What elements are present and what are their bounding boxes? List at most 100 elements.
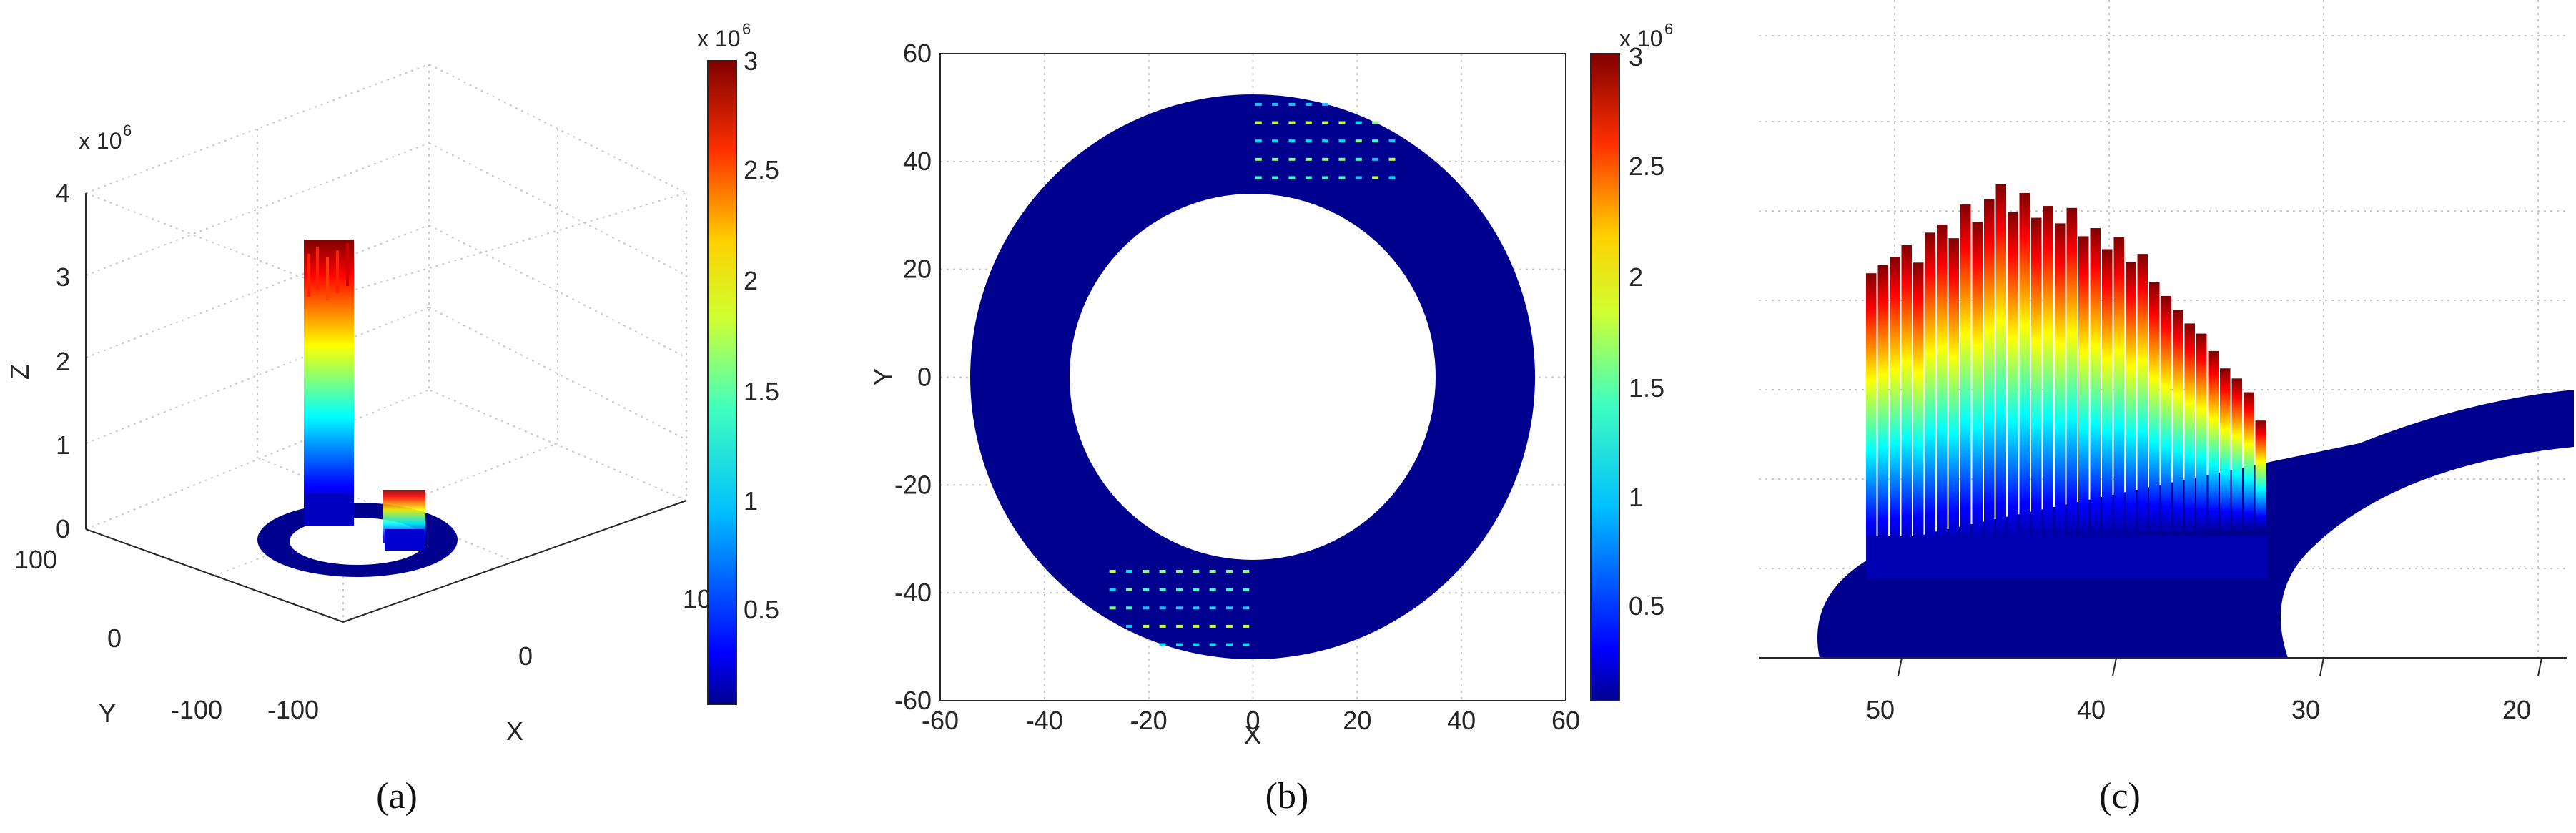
a-ztick-2: 2 <box>56 347 70 376</box>
a-cbar-top: 3 <box>744 46 758 76</box>
b-cbar-exponent-power: 6 <box>1664 20 1673 38</box>
b-cbar-exponent: x 10 <box>1619 26 1662 51</box>
b-hotspot-mark <box>1388 176 1396 179</box>
b-xtick: 0 <box>1245 706 1260 735</box>
c-spike <box>2019 193 2030 547</box>
b-hotspot-mark <box>1243 570 1250 573</box>
panel-c-xticks: 50 40 30 20 <box>1866 657 2542 724</box>
b-hotspot-mark <box>1175 606 1183 610</box>
a-z-exponent-power: 6 <box>123 122 132 139</box>
b-hotspot-mark <box>1175 643 1183 646</box>
c-spike <box>2113 237 2124 541</box>
b-xtick: 20 <box>1343 706 1371 735</box>
panel-c: 50 40 30 20 (c) <box>1759 0 2574 817</box>
b-hotspot-mark <box>1305 102 1312 106</box>
c-xtick-20: 20 <box>2502 695 2531 724</box>
panel-c-spikes <box>1866 184 2267 579</box>
c-spike <box>2137 254 2148 538</box>
b-cbar-top: 3 <box>1629 42 1643 72</box>
b-hotspot-mark <box>1225 588 1233 591</box>
c-spike <box>1890 257 1900 556</box>
b-hotspot-mark <box>1225 643 1233 646</box>
b-hotspot-mark <box>1388 139 1396 143</box>
b-hotspot-mark <box>1272 102 1279 106</box>
b-hotspot-mark <box>1372 121 1379 124</box>
a-z-exponent: x 10 <box>79 128 122 154</box>
b-hotspot-mark <box>1159 606 1166 610</box>
a-cbar-exponent-power: 6 <box>742 20 751 38</box>
b-hotspot-mark <box>1272 121 1279 124</box>
panel-b: -60 -40 -20 0 20 40 60 -60 -40 -20 0 20 40 60 X Y x … <box>869 20 1673 817</box>
b-xtick: -20 <box>1130 706 1168 735</box>
a-ztick-1: 1 <box>56 430 70 460</box>
panel-a-zticks: 0 1 2 3 4 <box>56 178 70 543</box>
panel-b-yticks: -60 -40 -20 0 20 40 60 <box>894 39 932 715</box>
b-hotspot-mark <box>1109 606 1116 610</box>
b-ytick: 20 <box>903 255 932 284</box>
panel-a-grid <box>85 63 687 623</box>
c-spike <box>2055 223 2066 545</box>
b-hotspot-mark <box>1288 139 1296 143</box>
c-xtick-50: 50 <box>1866 695 1895 724</box>
b-hotspot-mark <box>1355 139 1362 143</box>
a-cbar-exponent: x 10 <box>697 26 740 51</box>
c-spike <box>1925 232 1935 554</box>
b-hotspot-mark <box>1143 606 1150 610</box>
b-hotspot-mark <box>1372 176 1379 179</box>
b-hotspot-mark <box>1159 588 1166 591</box>
c-spike <box>2149 282 2160 538</box>
b-hotspot-mark <box>1322 102 1329 106</box>
panel-a-xticks: -100 0 100 <box>267 584 726 724</box>
b-hotspot-mark <box>1305 121 1312 124</box>
b-hotspot-mark <box>1175 588 1183 591</box>
a-xlabel: X <box>506 716 523 746</box>
a-ytick-1: 0 <box>107 623 122 653</box>
b-ylabel: Y <box>869 368 898 385</box>
b-hotspot-mark <box>1288 157 1296 161</box>
b-hotspot-mark <box>1272 176 1279 179</box>
caption-c: (c) <box>2099 776 2141 817</box>
b-hotspot-mark <box>1338 176 1346 179</box>
b-hotspot-mark <box>1243 624 1250 628</box>
b-hotspot-mark <box>1322 157 1329 161</box>
b-hotspot-mark <box>1209 588 1216 591</box>
c-spike <box>1972 222 1983 551</box>
caption-b: (b) <box>1265 776 1309 817</box>
c-spike <box>1984 199 1995 550</box>
b-hotspot-mark <box>1143 588 1150 591</box>
c-spike <box>1866 273 1877 558</box>
b-hotspot-mark <box>1225 570 1233 573</box>
b-hotspot-mark <box>1322 121 1329 124</box>
b-hotspot-mark <box>1272 157 1279 161</box>
a-cbar-2.5: 2.5 <box>744 155 779 184</box>
b-cbar-2: 2 <box>1629 262 1643 292</box>
b-hotspot-mark <box>1372 157 1379 161</box>
b-hotspot-mark <box>1193 624 1200 628</box>
b-hotspot-mark <box>1322 176 1329 179</box>
b-hotspot-mark <box>1209 643 1216 646</box>
b-hotspot-mark <box>1372 139 1379 143</box>
b-hotspot-mark <box>1143 570 1150 573</box>
b-hotspot-mark <box>1255 176 1262 179</box>
b-hotspot-mark <box>1305 176 1312 179</box>
c-spike <box>1937 224 1948 553</box>
b-hotspot-mark <box>1209 606 1216 610</box>
b-cbar-1: 1 <box>1629 483 1643 512</box>
b-hotspot-mark <box>1288 121 1296 124</box>
b-hotspot-mark <box>1125 624 1132 628</box>
b-hotspot-mark <box>1159 643 1166 646</box>
b-hotspot-mark <box>1209 570 1216 573</box>
a-ytick-0: -100 <box>171 695 222 724</box>
panel-a-surface <box>257 240 458 577</box>
b-hotspot-mark <box>1255 157 1262 161</box>
caption-a: (a) <box>376 776 418 817</box>
c-spike <box>2031 217 2042 546</box>
a-ztick-4: 4 <box>56 178 70 207</box>
c-spike <box>1901 245 1912 556</box>
c-xtick-40: 40 <box>2077 695 2106 724</box>
b-xtick: -40 <box>1026 706 1063 735</box>
a-ytick-2: 100 <box>14 545 57 574</box>
b-cbar-1.5: 1.5 <box>1629 373 1664 403</box>
c-spike <box>2078 236 2089 543</box>
